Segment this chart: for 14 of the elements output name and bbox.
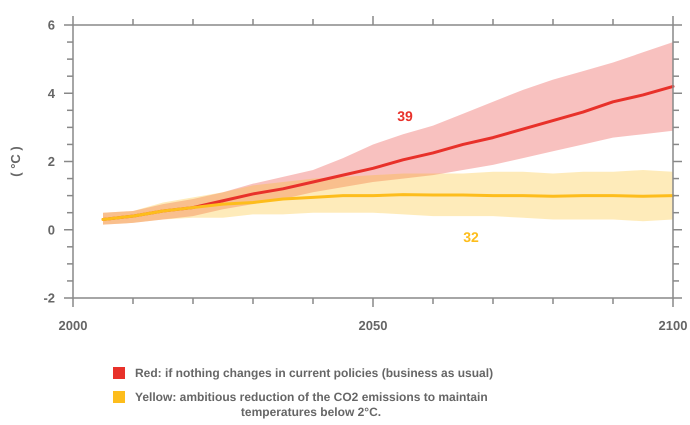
x-tick-label: 2000 [58,318,88,333]
y-tick-label: 6 [48,18,55,32]
x-tick-label: 2100 [658,318,688,333]
y-tick-label: 0 [48,222,55,238]
annotation: 39 [397,108,413,124]
y-axis-title: ( °C ) [8,146,23,177]
line-series [102,193,674,222]
legend-label: Red: if nothing changes in current policies (business as usual) [135,366,494,380]
y-tick-label: 2 [48,154,55,169]
x-tick-label: 2050 [358,318,388,333]
y-tick-label: 4 [48,86,56,101]
legend-label: Yellow: ambitious reduction of the CO2 emissions to maintain temperatures below 2°C. [135,390,488,419]
y-tick-label: -2 [43,290,55,306]
annotation: 32 [463,229,479,245]
